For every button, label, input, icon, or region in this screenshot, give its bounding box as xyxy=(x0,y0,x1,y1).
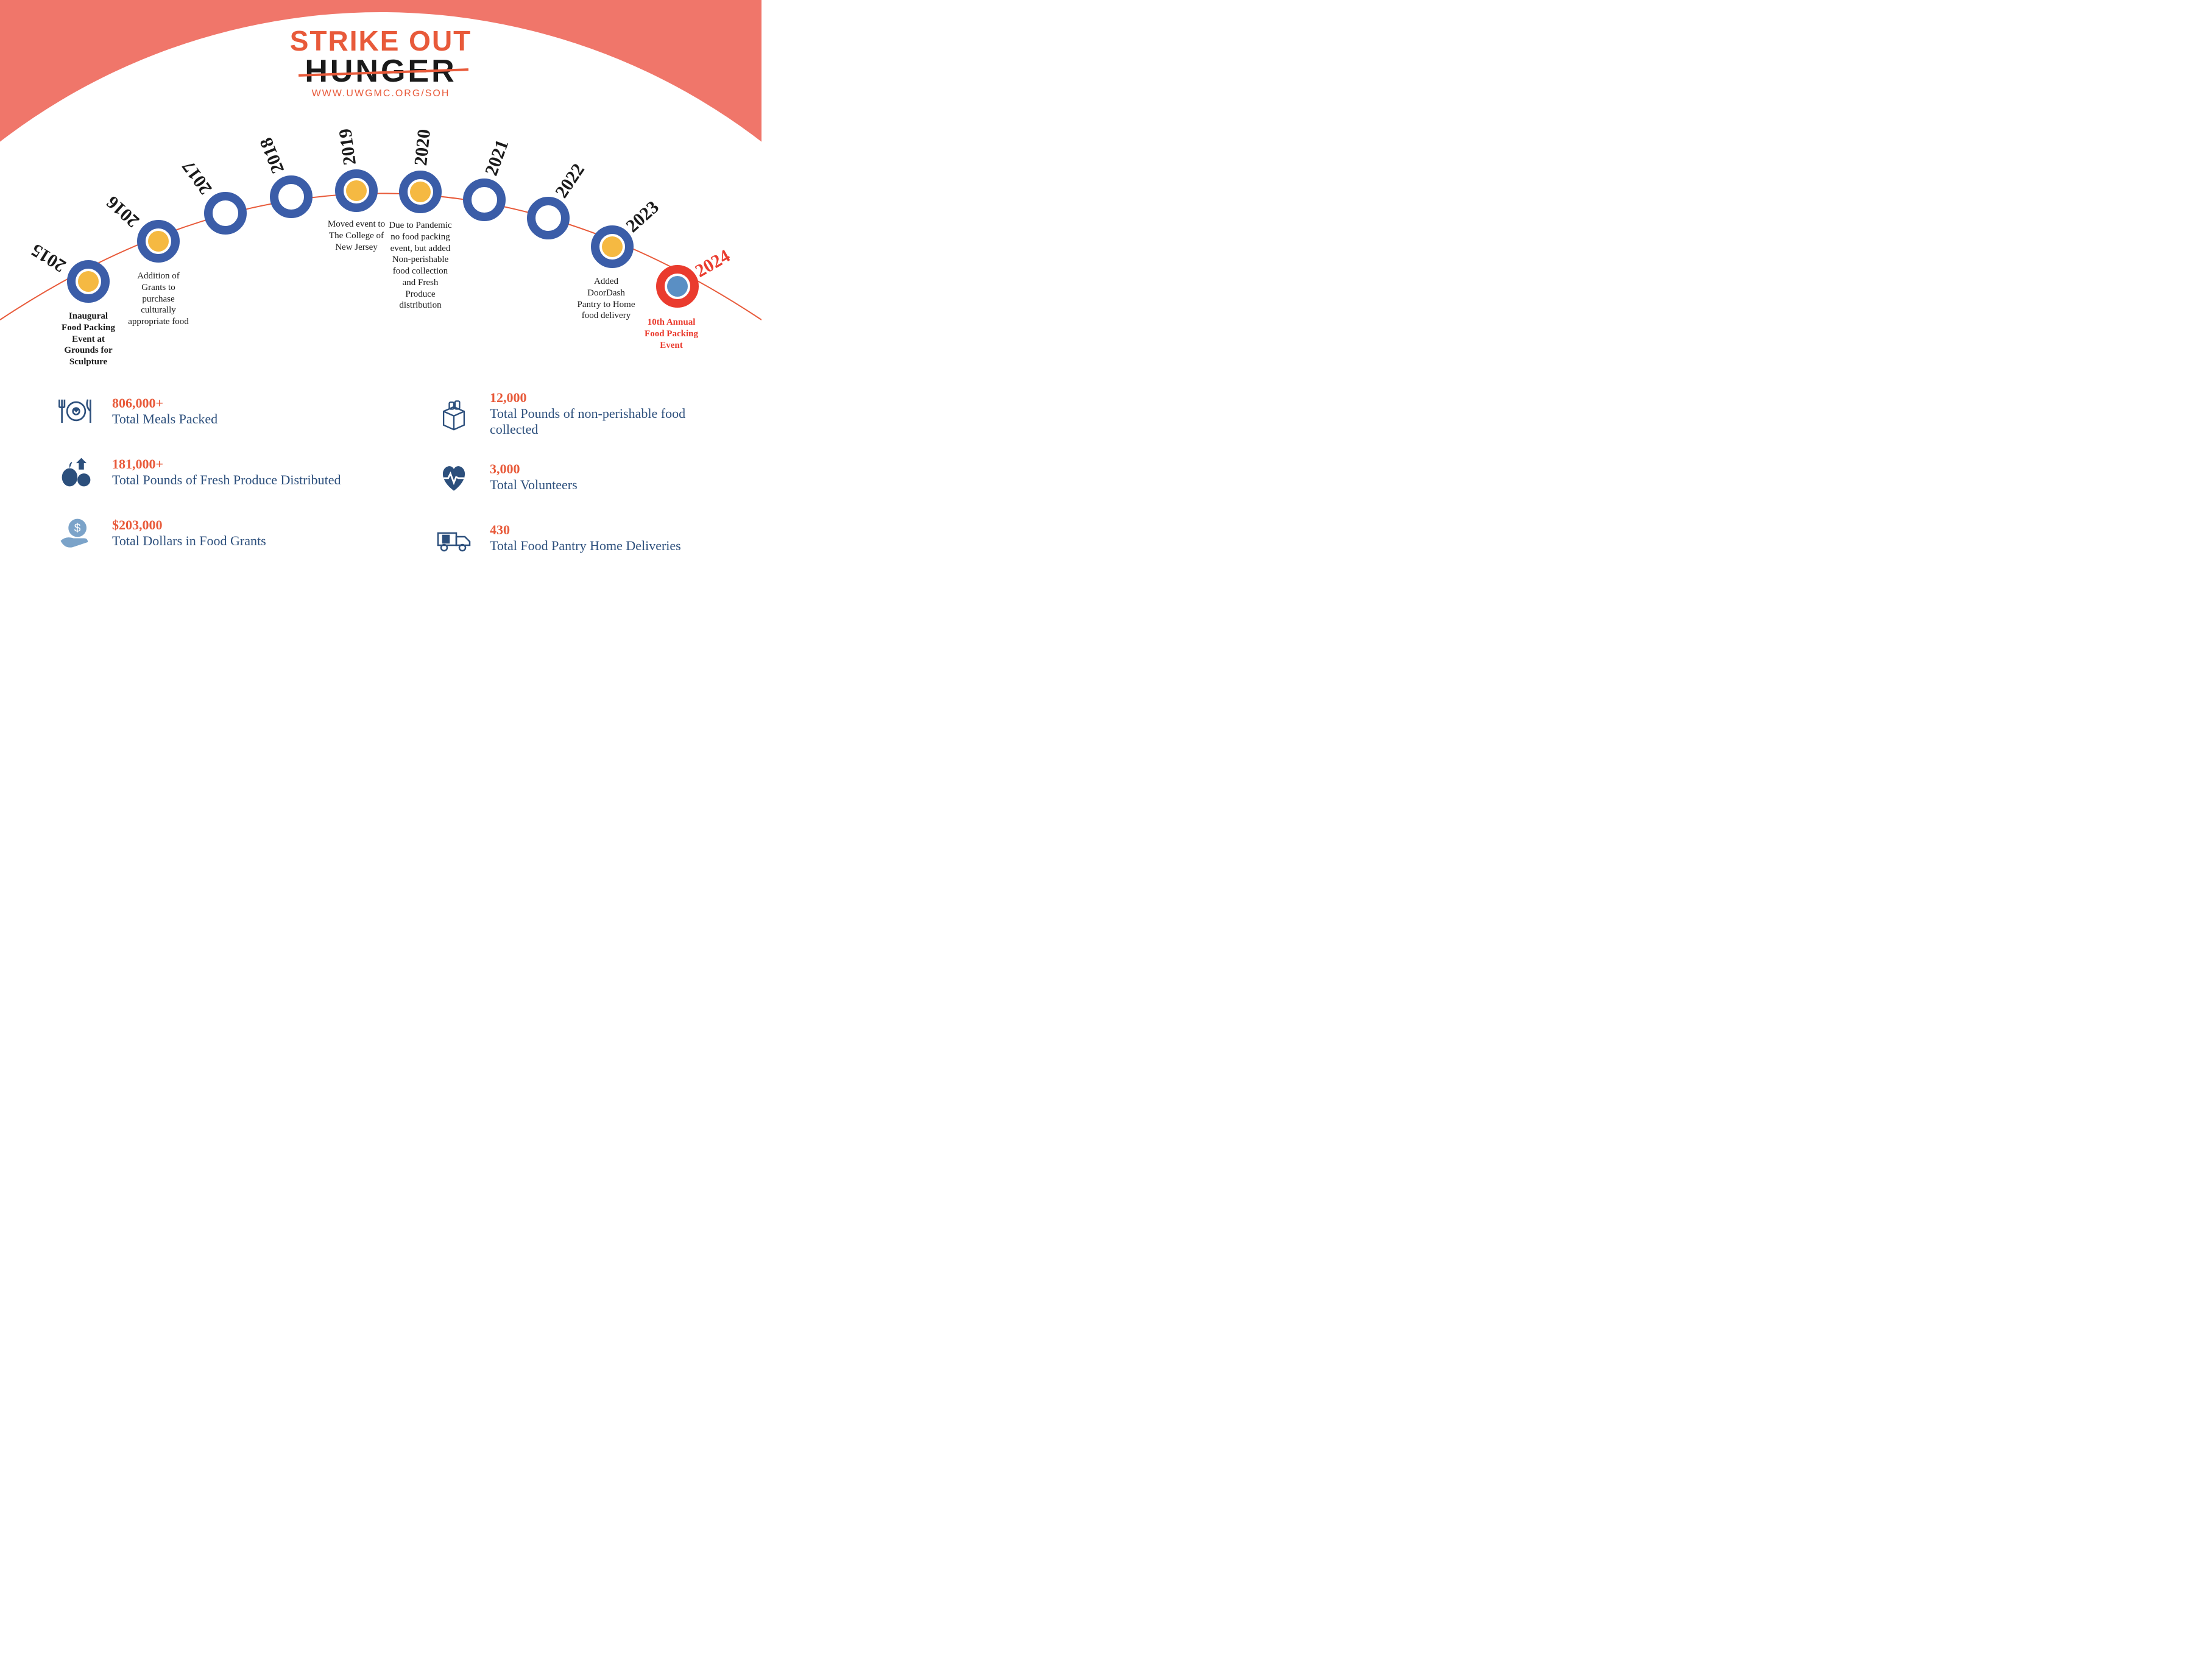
timeline-node-2016 xyxy=(137,220,180,263)
heart-icon xyxy=(433,456,475,498)
timeline-node-2023 xyxy=(591,225,634,268)
stat-produce: 181,000+Total Pounds of Fresh Produce Di… xyxy=(55,451,347,493)
timeline: 2015Inaugural Food Packing Event at Grou… xyxy=(0,104,761,372)
timeline-node-2018 xyxy=(270,175,313,218)
node-ring xyxy=(137,220,180,263)
stats-left-column: 806,000+Total Meals Packed181,000+Total … xyxy=(55,390,347,559)
timeline-node-2017 xyxy=(204,192,247,235)
stat-value: 430 xyxy=(490,522,681,538)
stat-label: Total Food Pantry Home Deliveries xyxy=(490,538,681,554)
timeline-node-2022 xyxy=(527,197,570,239)
node-ring xyxy=(67,260,110,303)
timeline-node-2024 xyxy=(656,265,699,308)
stat-value: 181,000+ xyxy=(112,456,341,472)
timeline-desc-2019: Moved event to The College of New Jersey xyxy=(326,219,387,253)
header-url: WWW.UWGMC.ORG/SOH xyxy=(0,88,761,99)
stat-meals: 806,000+Total Meals Packed xyxy=(55,390,347,433)
node-ring xyxy=(591,225,634,268)
stat-money: $ $203,000Total Dollars in Food Grants xyxy=(55,512,347,554)
year-label-2020: 2020 xyxy=(410,129,434,167)
node-ring xyxy=(399,171,442,213)
title-hunger: HUNGER xyxy=(305,57,456,86)
node-inner xyxy=(78,271,99,292)
stat-label: Total Pounds of Fresh Produce Distribute… xyxy=(112,472,341,488)
header: STRIKE OUT HUNGER WWW.UWGMC.ORG/SOH xyxy=(0,0,761,99)
node-inner xyxy=(667,276,688,297)
timeline-desc-2024: 10th Annual Food Packing Event xyxy=(644,317,699,351)
node-inner xyxy=(346,180,367,201)
content-root: STRIKE OUT HUNGER WWW.UWGMC.ORG/SOH 2015… xyxy=(0,0,761,579)
box-icon xyxy=(433,392,475,435)
timeline-node-2020 xyxy=(399,171,442,213)
stat-text: 3,000Total Volunteers xyxy=(490,461,578,493)
node-inner xyxy=(410,182,431,202)
svg-text:$: $ xyxy=(74,522,81,535)
stat-value: 806,000+ xyxy=(112,395,217,411)
node-ring xyxy=(656,265,699,308)
stat-value: 12,000 xyxy=(490,390,725,406)
truck-icon xyxy=(433,517,475,559)
timeline-node-2021 xyxy=(463,179,506,221)
timeline-node-2015 xyxy=(67,260,110,303)
stat-value: 3,000 xyxy=(490,461,578,477)
stat-text: 181,000+Total Pounds of Fresh Produce Di… xyxy=(112,456,341,488)
stat-text: 430Total Food Pantry Home Deliveries xyxy=(490,522,681,554)
meals-icon xyxy=(55,390,97,433)
timeline-desc-2015: Inaugural Food Packing Event at Grounds … xyxy=(58,311,119,368)
node-ring xyxy=(204,192,247,235)
node-ring xyxy=(527,197,570,239)
stats-right-column: 12,000Total Pounds of non-perishable foo… xyxy=(433,390,725,559)
stats-section: 806,000+Total Meals Packed181,000+Total … xyxy=(55,390,725,559)
timeline-desc-2016: Addition of Grants to purchase culturall… xyxy=(125,270,192,328)
money-icon: $ xyxy=(55,512,97,554)
node-inner xyxy=(148,231,169,252)
stat-text: 12,000Total Pounds of non-perishable foo… xyxy=(490,390,725,437)
stat-label: Total Dollars in Food Grants xyxy=(112,533,266,549)
stat-label: Total Pounds of non-perishable food coll… xyxy=(490,406,725,437)
stat-label: Total Meals Packed xyxy=(112,411,217,427)
timeline-desc-2020: Due to Pandemic no food packing event, b… xyxy=(387,220,454,311)
stat-heart: 3,000Total Volunteers xyxy=(433,456,725,498)
node-ring xyxy=(335,169,378,212)
stat-text: 806,000+Total Meals Packed xyxy=(112,395,217,427)
stat-label: Total Volunteers xyxy=(490,477,578,493)
node-ring xyxy=(270,175,313,218)
stat-box: 12,000Total Pounds of non-perishable foo… xyxy=(433,390,725,437)
stat-truck: 430Total Food Pantry Home Deliveries xyxy=(433,517,725,559)
node-inner xyxy=(602,236,623,257)
produce-icon xyxy=(55,451,97,493)
timeline-desc-2023: Added DoorDash Pantry to Home food deliv… xyxy=(576,276,637,322)
stat-value: $203,000 xyxy=(112,517,266,533)
node-ring xyxy=(463,179,506,221)
timeline-node-2019 xyxy=(335,169,378,212)
stat-text: $203,000Total Dollars in Food Grants xyxy=(112,517,266,549)
title-strike-out: STRIKE OUT xyxy=(0,24,761,57)
